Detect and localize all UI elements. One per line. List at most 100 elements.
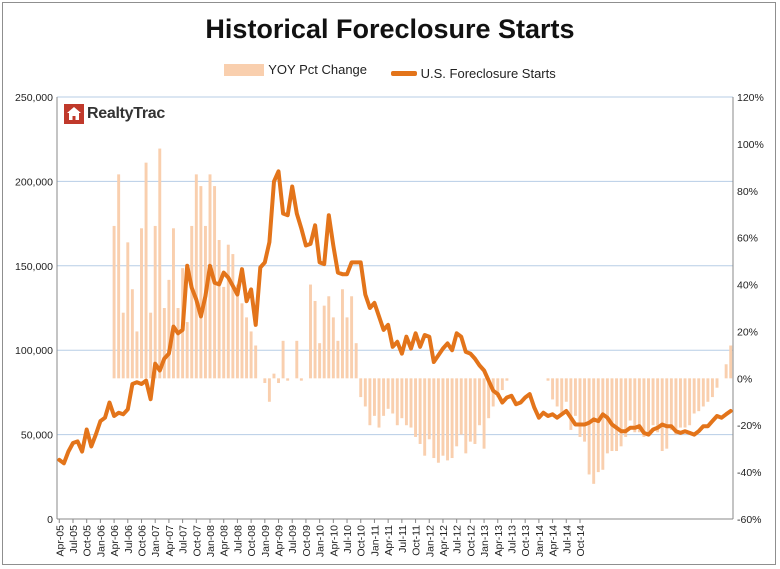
yoy-bar xyxy=(669,378,673,430)
yoy-bar xyxy=(647,378,650,435)
yoy-bar xyxy=(331,317,335,379)
yoy-bar xyxy=(633,378,637,433)
left-tick-label: 250,000 xyxy=(15,92,53,104)
x-tick-label: Oct-05 xyxy=(82,525,94,557)
yoy-bar xyxy=(578,378,582,437)
right-tick-label: 120% xyxy=(737,92,764,104)
yoy-bar xyxy=(135,331,139,379)
yoy-bar xyxy=(610,378,614,452)
yoy-bar xyxy=(231,254,235,379)
yoy-bar xyxy=(345,317,349,379)
yoy-bar xyxy=(665,378,669,449)
yoy-bar xyxy=(423,378,427,456)
yoy-bar xyxy=(729,345,733,379)
yoy-bar xyxy=(455,378,459,447)
x-tick-label: Jul-13 xyxy=(506,525,518,554)
legend-item-yoy: YOY Pct Change xyxy=(224,62,367,77)
yoy-bar xyxy=(272,373,276,379)
yoy-bar xyxy=(117,174,121,379)
yoy-bar xyxy=(679,378,682,428)
x-tick-label: Jan-14 xyxy=(534,525,546,557)
yoy-bar xyxy=(185,322,189,379)
yoy-bar xyxy=(167,279,171,379)
yoy-bar xyxy=(336,340,340,379)
left-tick-label: 150,000 xyxy=(15,261,53,273)
yoy-bar xyxy=(692,378,696,414)
right-tick-label: -60% xyxy=(737,514,762,526)
yoy-bar xyxy=(441,378,445,456)
yoy-bar xyxy=(299,378,303,381)
x-tick-label: Jan-13 xyxy=(479,525,491,557)
yoy-bar xyxy=(190,225,194,379)
yoy-bar xyxy=(194,174,198,379)
right-tick-label: 0% xyxy=(737,373,752,385)
yoy-bar xyxy=(551,378,555,400)
yoy-bar xyxy=(318,343,322,379)
yoy-bar xyxy=(418,378,422,444)
x-tick-label: Oct-13 xyxy=(520,525,532,557)
left-tick-label: 50,000 xyxy=(21,430,53,442)
yoy-bar xyxy=(281,340,285,379)
x-tick-label: Jan-08 xyxy=(205,525,217,557)
right-tick-label: -40% xyxy=(737,467,762,479)
yoy-bar xyxy=(688,378,692,426)
x-tick-label: Jul-06 xyxy=(123,525,135,554)
x-tick-label: Apr-05 xyxy=(54,525,66,557)
yoy-bar xyxy=(313,300,317,379)
yoy-bar xyxy=(697,378,701,412)
chart-title: Historical Foreclosure Starts xyxy=(205,14,575,44)
yoy-bar xyxy=(172,228,175,379)
x-tick-label: Jul-10 xyxy=(342,525,354,554)
yoy-bar xyxy=(112,225,116,379)
yoy-bar xyxy=(235,284,239,379)
yoy-bar xyxy=(391,378,395,414)
yoy-bar xyxy=(715,378,719,388)
yoy-bar xyxy=(395,378,399,426)
yoy-bar xyxy=(126,242,130,379)
yoy-bar xyxy=(327,296,331,379)
yoy-bar xyxy=(674,378,678,435)
yoy-bar xyxy=(706,378,710,402)
yoy-bar xyxy=(249,331,253,379)
left-tick-label: 0 xyxy=(47,514,53,526)
yoy-bar xyxy=(660,378,664,452)
yoy-bar xyxy=(363,378,367,407)
yoy-bar xyxy=(573,378,577,416)
yoy-bar xyxy=(596,378,600,473)
yoy-bar xyxy=(468,378,472,442)
yoy-bar xyxy=(254,345,258,379)
yoy-bar xyxy=(569,378,573,430)
x-tick-label: Jul-14 xyxy=(561,525,573,554)
legend-item-starts: U.S. Foreclosure Starts xyxy=(390,66,556,81)
yoy-bar xyxy=(404,378,408,426)
yoy-bar xyxy=(496,378,500,398)
yoy-bar xyxy=(546,378,550,381)
yoy-bar xyxy=(400,378,404,419)
x-tick-label: Jan-11 xyxy=(369,525,381,556)
yoy-bar xyxy=(153,225,157,379)
x-tick-label: Jul-11 xyxy=(397,525,409,553)
x-tick-label: Jan-10 xyxy=(315,525,327,557)
x-tick-label: Oct-10 xyxy=(356,525,368,557)
yoy-bar xyxy=(500,378,504,391)
yoy-bar xyxy=(473,378,477,444)
yoy-bar xyxy=(222,286,226,379)
right-tick-label: 60% xyxy=(737,233,758,245)
yoy-bar xyxy=(176,308,180,379)
yoy-bar xyxy=(482,378,486,449)
yoy-bar xyxy=(226,244,230,379)
house-icon xyxy=(64,104,84,124)
yoy-bar xyxy=(701,378,705,407)
yoy-bar xyxy=(245,317,249,379)
left-tick-label: 100,000 xyxy=(15,345,53,357)
yoy-bar xyxy=(295,340,299,379)
yoy-bar xyxy=(615,378,618,452)
x-tick-label: Apr-11 xyxy=(383,525,395,556)
yoy-bar xyxy=(446,378,449,461)
x-tick-label: Jul-09 xyxy=(287,525,299,554)
yoy-bar xyxy=(354,343,358,379)
x-tick-label: Oct-11 xyxy=(411,525,423,556)
yoy-bar xyxy=(149,312,153,379)
x-tick-label: Jul-07 xyxy=(178,525,190,554)
